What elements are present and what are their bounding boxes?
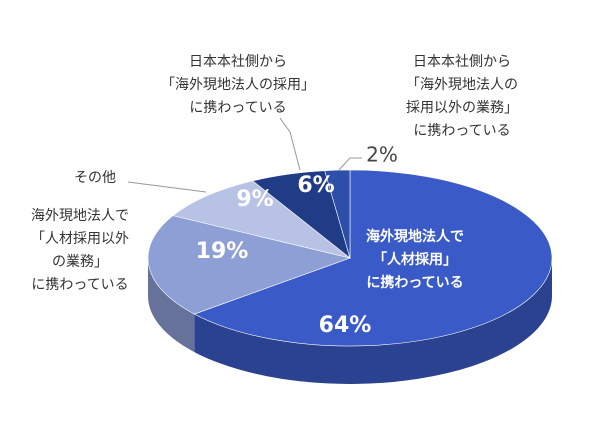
category-label: 海外現地法人で xyxy=(366,228,464,245)
value-label: 9% xyxy=(236,187,273,212)
category-label: 日本本社側から xyxy=(189,54,287,70)
pie-slice xyxy=(172,180,351,259)
category-label: に携わっている xyxy=(189,100,286,116)
value-label: 64% xyxy=(319,313,372,338)
leader-line xyxy=(336,157,362,173)
pie-side xyxy=(148,258,195,353)
pie-slice xyxy=(147,215,352,315)
category-label: 採用以外の業務」 xyxy=(406,100,518,116)
pie-slice xyxy=(193,169,553,347)
category-label: 「海外現地法人の xyxy=(406,77,518,93)
category-label: 「人材採用以外 xyxy=(31,231,129,247)
pie-side xyxy=(194,258,552,385)
category-label: に携わっている xyxy=(31,277,128,293)
category-label: その他 xyxy=(74,170,116,186)
leader-line xyxy=(127,181,207,193)
category-label: 海外現地法人で xyxy=(31,208,129,224)
pie-slice xyxy=(324,169,351,259)
category-label: 日本本社側から xyxy=(413,54,511,70)
leader-line xyxy=(279,117,301,171)
value-label: 6% xyxy=(297,173,334,198)
category-label: に携わっている xyxy=(366,274,463,291)
category-label: に携わっている xyxy=(413,123,510,139)
category-label: 「人材採用」 xyxy=(373,251,457,268)
category-label: 「海外現地法人の採用」 xyxy=(161,77,315,93)
category-label: の業務」 xyxy=(52,254,108,270)
value-label: 2% xyxy=(366,143,398,167)
value-label: 19% xyxy=(196,239,249,264)
